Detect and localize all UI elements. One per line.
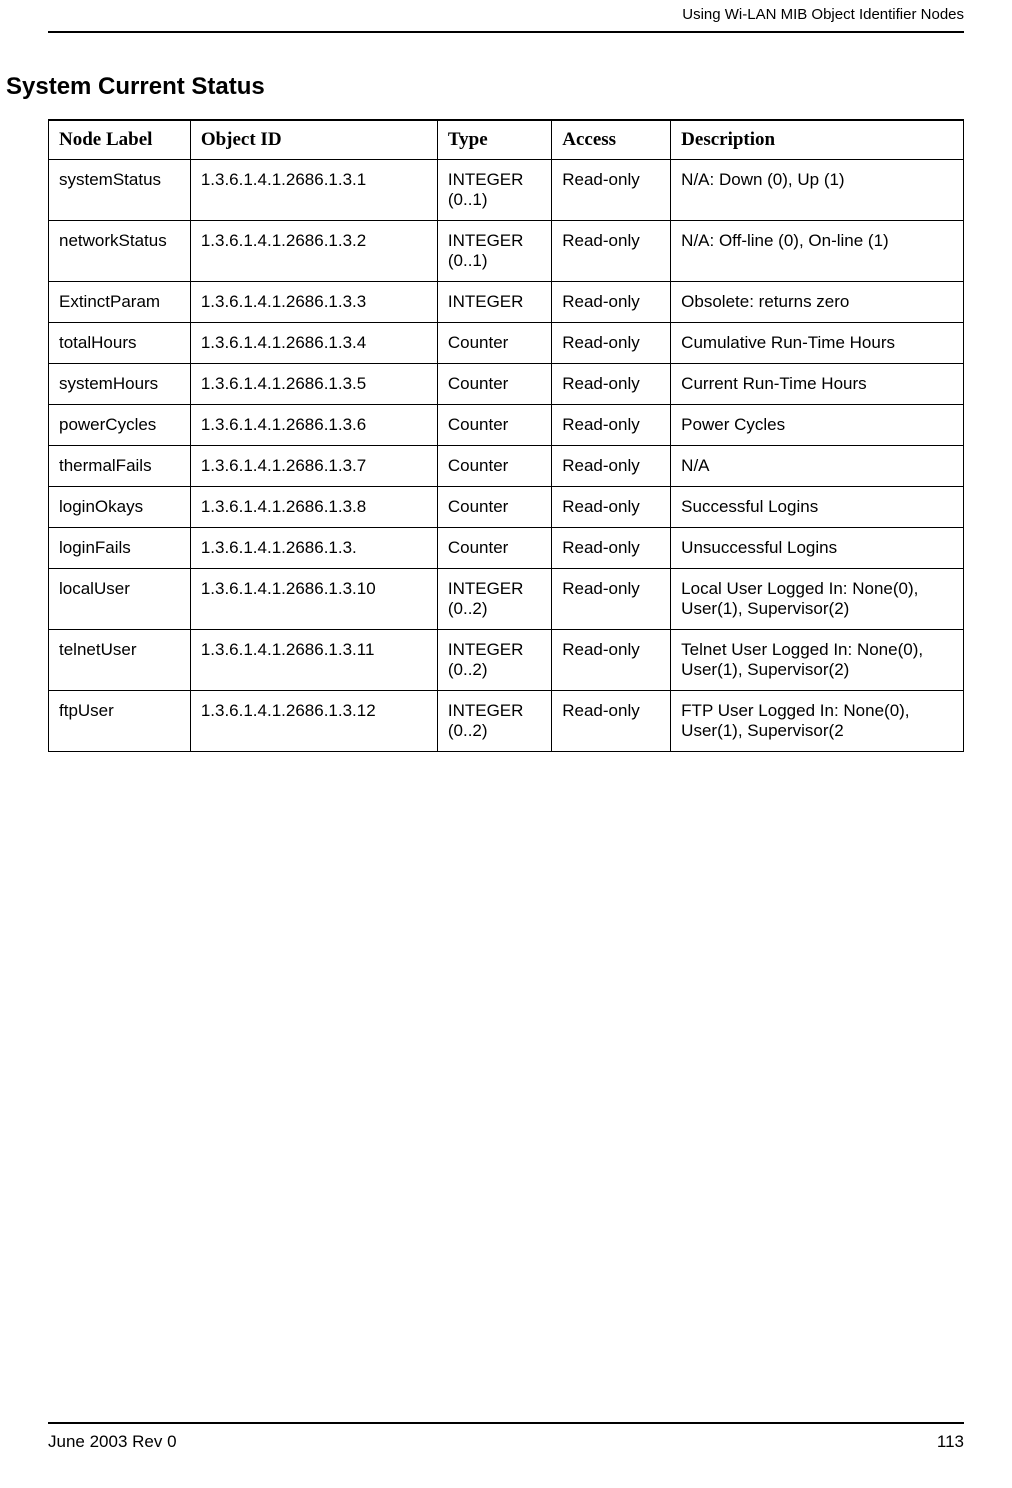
- cell-access: Read-only: [552, 569, 671, 630]
- cell-node-label: ftpUser: [49, 691, 191, 752]
- cell-description: FTP User Logged In: None(0), User(1), Su…: [671, 691, 964, 752]
- cell-access: Read-only: [552, 221, 671, 282]
- table-body: systemStatus 1.3.6.1.4.1.2686.1.3.1 INTE…: [49, 160, 964, 752]
- cell-description: N/A: [671, 446, 964, 487]
- table-row: totalHours 1.3.6.1.4.1.2686.1.3.4 Counte…: [49, 323, 964, 364]
- cell-access: Read-only: [552, 323, 671, 364]
- header-rule: [48, 31, 964, 33]
- table-row: loginOkays 1.3.6.1.4.1.2686.1.3.8 Counte…: [49, 487, 964, 528]
- cell-object-id: 1.3.6.1.4.1.2686.1.3.11: [190, 630, 437, 691]
- table-row: localUser 1.3.6.1.4.1.2686.1.3.10 INTEGE…: [49, 569, 964, 630]
- table-row: systemHours 1.3.6.1.4.1.2686.1.3.5 Count…: [49, 364, 964, 405]
- cell-description: Successful Logins: [671, 487, 964, 528]
- cell-description: Power Cycles: [671, 405, 964, 446]
- footer-date-rev: June 2003 Rev 0: [48, 1432, 177, 1452]
- col-header-description: Description: [671, 120, 964, 160]
- cell-node-label: systemStatus: [49, 160, 191, 221]
- table-row: loginFails 1.3.6.1.4.1.2686.1.3. Counter…: [49, 528, 964, 569]
- cell-object-id: 1.3.6.1.4.1.2686.1.3.: [190, 528, 437, 569]
- cell-type: INTEGER (0..2): [437, 569, 551, 630]
- cell-node-label: loginFails: [49, 528, 191, 569]
- cell-object-id: 1.3.6.1.4.1.2686.1.3.8: [190, 487, 437, 528]
- cell-node-label: ExtinctParam: [49, 282, 191, 323]
- cell-access: Read-only: [552, 630, 671, 691]
- cell-object-id: 1.3.6.1.4.1.2686.1.3.1: [190, 160, 437, 221]
- table-row: telnetUser 1.3.6.1.4.1.2686.1.3.11 INTEG…: [49, 630, 964, 691]
- col-header-type: Type: [437, 120, 551, 160]
- cell-type: INTEGER (0..1): [437, 221, 551, 282]
- cell-node-label: systemHours: [49, 364, 191, 405]
- cell-access: Read-only: [552, 691, 671, 752]
- cell-node-label: totalHours: [49, 323, 191, 364]
- cell-type: INTEGER: [437, 282, 551, 323]
- page-footer: June 2003 Rev 0 113: [48, 1422, 964, 1452]
- table-row: ftpUser 1.3.6.1.4.1.2686.1.3.12 INTEGER …: [49, 691, 964, 752]
- cell-type: Counter: [437, 528, 551, 569]
- cell-access: Read-only: [552, 446, 671, 487]
- cell-description: N/A: Down (0), Up (1): [671, 160, 964, 221]
- cell-object-id: 1.3.6.1.4.1.2686.1.3.2: [190, 221, 437, 282]
- cell-node-label: thermalFails: [49, 446, 191, 487]
- table-row: ExtinctParam 1.3.6.1.4.1.2686.1.3.3 INTE…: [49, 282, 964, 323]
- cell-access: Read-only: [552, 160, 671, 221]
- cell-node-label: loginOkays: [49, 487, 191, 528]
- table-row: systemStatus 1.3.6.1.4.1.2686.1.3.1 INTE…: [49, 160, 964, 221]
- cell-type: Counter: [437, 405, 551, 446]
- cell-type: INTEGER (0..2): [437, 691, 551, 752]
- cell-access: Read-only: [552, 528, 671, 569]
- cell-type: Counter: [437, 487, 551, 528]
- table-row: powerCycles 1.3.6.1.4.1.2686.1.3.6 Count…: [49, 405, 964, 446]
- cell-node-label: telnetUser: [49, 630, 191, 691]
- running-header: Using Wi-LAN MIB Object Identifier Nodes: [48, 6, 964, 23]
- cell-node-label: localUser: [49, 569, 191, 630]
- cell-object-id: 1.3.6.1.4.1.2686.1.3.3: [190, 282, 437, 323]
- cell-access: Read-only: [552, 405, 671, 446]
- cell-object-id: 1.3.6.1.4.1.2686.1.3.7: [190, 446, 437, 487]
- cell-object-id: 1.3.6.1.4.1.2686.1.3.6: [190, 405, 437, 446]
- cell-node-label: networkStatus: [49, 221, 191, 282]
- col-header-access: Access: [552, 120, 671, 160]
- cell-node-label: powerCycles: [49, 405, 191, 446]
- cell-type: INTEGER (0..2): [437, 630, 551, 691]
- cell-access: Read-only: [552, 364, 671, 405]
- cell-description: Cumulative Run-Time Hours: [671, 323, 964, 364]
- cell-type: Counter: [437, 446, 551, 487]
- cell-access: Read-only: [552, 282, 671, 323]
- cell-description: Obsolete: returns zero: [671, 282, 964, 323]
- table-header-row: Node Label Object ID Type Access Descrip…: [49, 120, 964, 160]
- col-header-object-id: Object ID: [190, 120, 437, 160]
- cell-object-id: 1.3.6.1.4.1.2686.1.3.12: [190, 691, 437, 752]
- cell-access: Read-only: [552, 487, 671, 528]
- cell-description: Unsuccessful Logins: [671, 528, 964, 569]
- table-row: networkStatus 1.3.6.1.4.1.2686.1.3.2 INT…: [49, 221, 964, 282]
- cell-type: Counter: [437, 364, 551, 405]
- cell-description: N/A: Off-line (0), On-line (1): [671, 221, 964, 282]
- cell-type: INTEGER (0..1): [437, 160, 551, 221]
- cell-description: Current Run-Time Hours: [671, 364, 964, 405]
- cell-object-id: 1.3.6.1.4.1.2686.1.3.5: [190, 364, 437, 405]
- cell-object-id: 1.3.6.1.4.1.2686.1.3.4: [190, 323, 437, 364]
- cell-object-id: 1.3.6.1.4.1.2686.1.3.10: [190, 569, 437, 630]
- section-title: System Current Status: [6, 73, 964, 101]
- footer-page-number: 113: [937, 1432, 964, 1452]
- cell-description: Telnet User Logged In: None(0), User(1),…: [671, 630, 964, 691]
- cell-description: Local User Logged In: None(0), User(1), …: [671, 569, 964, 630]
- mib-table: Node Label Object ID Type Access Descrip…: [48, 119, 964, 752]
- table-row: thermalFails 1.3.6.1.4.1.2686.1.3.7 Coun…: [49, 446, 964, 487]
- cell-type: Counter: [437, 323, 551, 364]
- col-header-node-label: Node Label: [49, 120, 191, 160]
